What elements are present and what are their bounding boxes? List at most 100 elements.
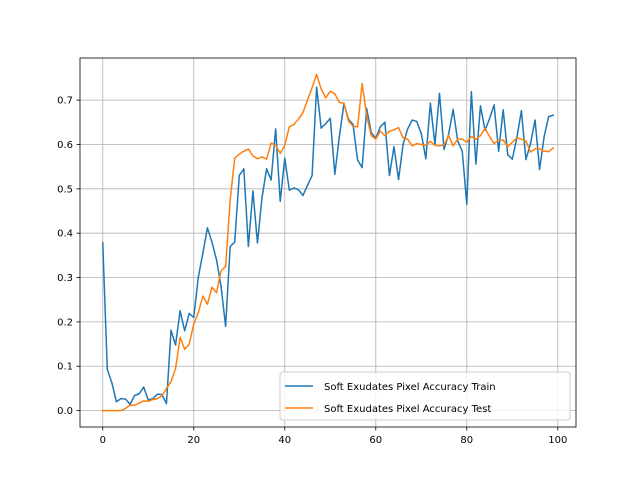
data-point	[470, 91, 473, 93]
data-point	[475, 163, 477, 165]
data-point	[265, 168, 268, 170]
data-point	[420, 132, 422, 135]
data-point	[284, 144, 286, 147]
data-point	[265, 158, 268, 160]
series-line-test	[102, 73, 555, 412]
data-point	[447, 133, 450, 135]
data-point	[502, 109, 504, 111]
data-point	[393, 129, 395, 131]
y-tick-label: 0.2	[57, 317, 73, 328]
axis-ticks: 0 20 40 60 80 100 0.0 0.1 0.2 0.3 0.4 0.5 0.6 0.7	[57, 96, 567, 446]
data-point	[183, 348, 186, 351]
data-point	[365, 114, 368, 117]
data-point	[507, 146, 509, 148]
data-point	[384, 121, 386, 124]
data-point	[361, 166, 363, 169]
data-point	[538, 168, 541, 171]
series-layer	[101, 73, 555, 412]
y-tick-label: 0.1	[57, 362, 73, 373]
data-point	[202, 252, 204, 254]
data-point	[429, 140, 432, 143]
y-tick-label: 0.0	[57, 406, 73, 417]
data-point	[133, 394, 136, 397]
data-point	[525, 158, 527, 161]
data-point	[297, 189, 300, 191]
data-point	[120, 397, 122, 400]
data-point	[343, 102, 345, 104]
data-point	[452, 108, 454, 111]
data-point	[274, 144, 277, 147]
data-point	[320, 127, 322, 129]
data-point	[252, 155, 254, 157]
x-tick-label: 20	[187, 435, 200, 446]
data-point	[106, 368, 109, 371]
data-point	[447, 134, 450, 137]
data-point	[411, 119, 413, 121]
data-point	[106, 409, 109, 412]
data-point	[297, 118, 300, 120]
data-point	[356, 126, 359, 128]
data-point	[329, 90, 331, 92]
data-point	[261, 156, 263, 158]
data-point	[488, 118, 491, 120]
data-point	[293, 123, 295, 126]
data-point	[402, 137, 404, 139]
data-point	[466, 203, 468, 206]
data-point	[165, 387, 168, 390]
data-point	[224, 265, 227, 268]
data-point	[379, 126, 382, 128]
data-point	[438, 92, 441, 95]
data-point	[279, 200, 281, 202]
data-point	[552, 114, 554, 116]
data-point	[234, 241, 236, 243]
data-point	[229, 245, 231, 248]
data-point	[443, 144, 445, 146]
data-point	[206, 303, 209, 305]
data-point	[402, 143, 404, 146]
data-point	[475, 138, 477, 140]
data-point	[183, 330, 186, 332]
data-point	[397, 178, 400, 181]
data-point	[243, 150, 245, 152]
data-point	[220, 285, 222, 288]
data-point	[197, 276, 200, 278]
data-point	[511, 158, 513, 160]
data-point	[488, 135, 491, 138]
data-point	[302, 111, 304, 114]
data-point	[202, 295, 204, 297]
data-point	[493, 142, 495, 145]
data-point	[161, 395, 163, 397]
data-point	[538, 148, 541, 150]
data-point	[325, 97, 327, 99]
legend-label: Soft Exudates Pixel Accuracy Test	[324, 404, 491, 415]
data-point	[502, 139, 504, 141]
data-point	[302, 194, 304, 197]
data-point	[215, 259, 218, 261]
data-point	[115, 409, 118, 412]
y-tick-label: 0.7	[57, 96, 73, 107]
plot-frame	[79, 57, 577, 428]
data-point	[138, 402, 140, 404]
y-tick-label: 0.4	[57, 229, 73, 240]
data-point	[456, 138, 459, 140]
y-tick-label: 0.5	[57, 184, 73, 195]
x-tick-label: 60	[369, 435, 382, 446]
data-point	[311, 87, 313, 89]
data-point	[370, 134, 372, 137]
data-point	[334, 173, 336, 175]
data-point	[397, 126, 400, 129]
data-point	[170, 329, 172, 332]
data-point	[247, 245, 250, 248]
x-tick-label: 80	[460, 435, 473, 446]
data-point	[279, 152, 281, 155]
data-point	[188, 312, 190, 315]
data-point	[466, 141, 468, 143]
data-point	[552, 147, 554, 149]
data-point	[238, 174, 240, 177]
data-point	[188, 343, 190, 345]
data-point	[234, 157, 236, 159]
data-point	[516, 137, 518, 139]
series-line-train	[101, 86, 555, 406]
data-point	[179, 310, 181, 312]
data-point	[156, 393, 159, 395]
